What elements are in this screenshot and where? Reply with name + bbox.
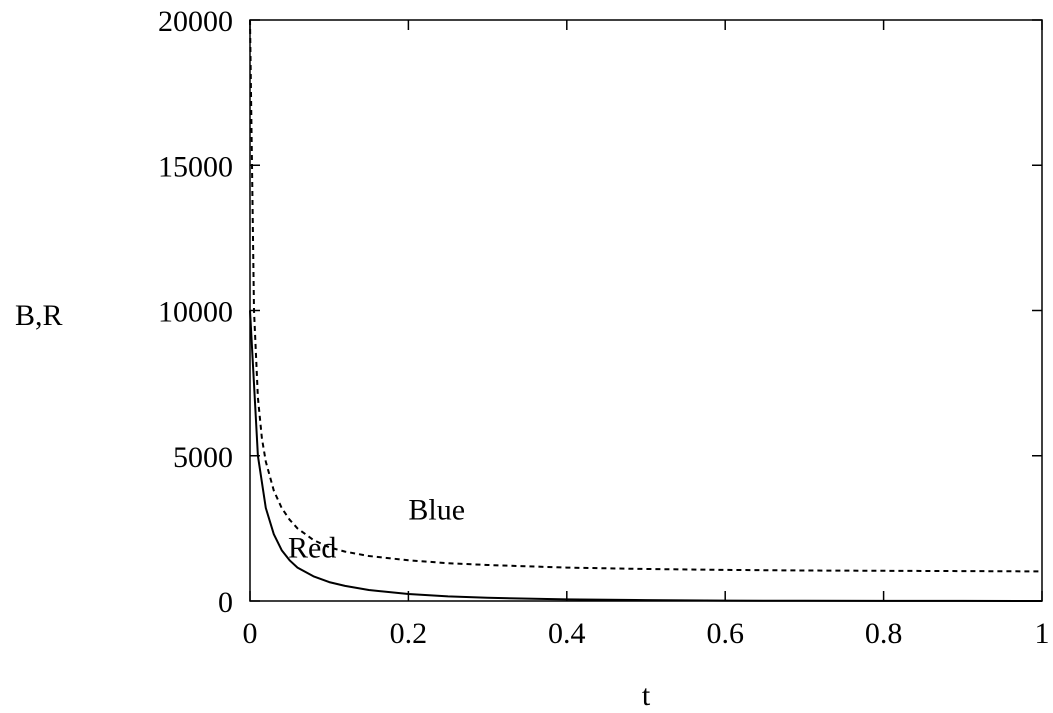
y-tick-label: 20000	[158, 5, 233, 38]
series-line-blue	[249, 19, 1043, 573]
x-tick-label: 0.8	[865, 617, 903, 650]
series-line-red	[249, 310, 1043, 602]
series-lines	[249, 19, 1043, 602]
axis-ticks	[249, 19, 1043, 602]
plot-frame	[249, 19, 1043, 602]
y-axis-label: B,R	[15, 299, 63, 332]
x-tick-label: 0.4	[548, 617, 586, 650]
y-tick-label: 10000	[158, 296, 233, 329]
x-tick-label: 0.2	[390, 617, 428, 650]
x-tick-label: 0.6	[706, 617, 744, 650]
series-annotation-blue: Blue	[408, 494, 465, 527]
x-tick-label: 0	[243, 617, 258, 650]
x-tick-label: 1	[1035, 617, 1050, 650]
series-annotation-red: Red	[288, 531, 336, 564]
y-tick-label: 5000	[173, 441, 233, 474]
x-axis-label: t	[642, 679, 651, 712]
series-annotations: Blue Red	[288, 494, 465, 565]
y-tick-label: 15000	[158, 150, 233, 183]
y-tick-label: 0	[218, 586, 233, 619]
tick-labels: 0 0.2 0.4 0.6 0.8 1 0 5000 10000 15000 20000	[158, 5, 1050, 650]
